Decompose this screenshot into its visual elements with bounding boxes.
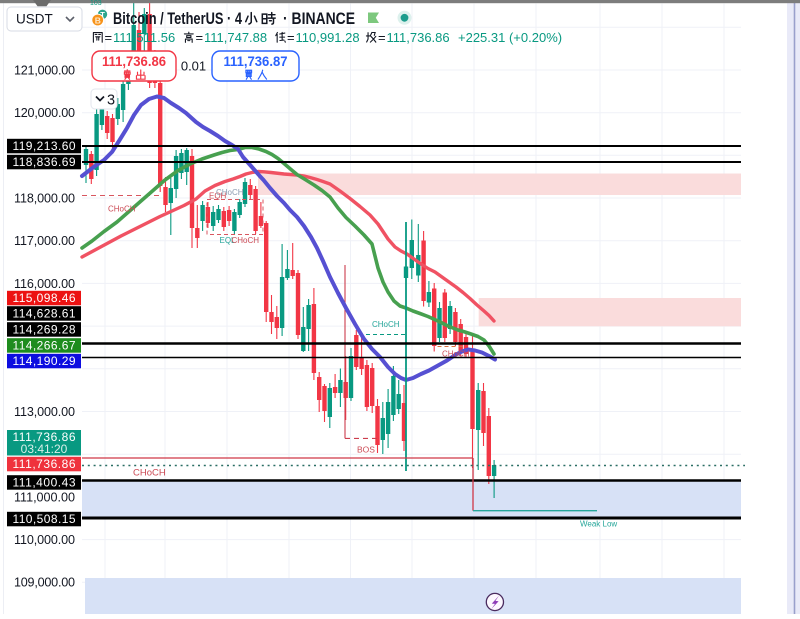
svg-text:EQH: EQH	[209, 192, 227, 201]
svg-text:3: 3	[107, 93, 115, 109]
svg-text:111,736.87: 111,736.87	[224, 54, 288, 69]
svg-text:CHoCH: CHoCH	[232, 236, 260, 245]
svg-text:B: B	[95, 15, 101, 25]
svg-text:USDT: USDT	[16, 12, 53, 27]
svg-text:117,000.00: 117,000.00	[14, 234, 75, 248]
svg-text:115,098.46: 115,098.46	[13, 291, 76, 305]
svg-text:Weak Low: Weak Low	[580, 520, 617, 529]
svg-text:116,000.00: 116,000.00	[14, 277, 75, 291]
svg-text:=: =	[287, 30, 295, 45]
svg-text:CHoCH: CHoCH	[216, 188, 244, 197]
svg-text:+225.31 (+0.20%): +225.31 (+0.20%)	[458, 30, 562, 45]
svg-text:120,000.00: 120,000.00	[14, 106, 75, 120]
svg-text:111,511.56: 111,511.56	[113, 30, 175, 45]
svg-text:0.01: 0.01	[181, 59, 206, 74]
svg-text:03:41:20: 03:41:20	[21, 442, 68, 456]
svg-text:BOS: BOS	[357, 445, 375, 455]
svg-text:111,400.43: 111,400.43	[13, 476, 76, 490]
svg-text:110,991.28: 110,991.28	[296, 30, 360, 45]
svg-text:114,190.29: 114,190.29	[13, 354, 76, 368]
svg-text:121,000.00: 121,000.00	[14, 63, 75, 77]
svg-text:111,000.00: 111,000.00	[14, 490, 75, 504]
svg-text:=: =	[196, 30, 204, 45]
svg-text:T: T	[100, 10, 105, 19]
svg-text:110,000.00: 110,000.00	[14, 533, 75, 547]
svg-text:118,000.00: 118,000.00	[14, 191, 75, 205]
svg-text:111,747.88: 111,747.88	[204, 30, 267, 45]
svg-text:111,736.86: 111,736.86	[387, 30, 450, 45]
svg-text:114,269.28: 114,269.28	[13, 323, 76, 337]
svg-text:111,736.86: 111,736.86	[13, 457, 76, 471]
svg-text:111,736.86: 111,736.86	[102, 54, 166, 69]
svg-text:103: 103	[90, 0, 102, 7]
svg-text:Bitcoin / TetherUS · 4: Bitcoin / TetherUS · 4	[113, 10, 243, 28]
svg-text:CHoCH: CHoCH	[108, 205, 136, 214]
svg-text:119,213.60: 119,213.60	[13, 139, 76, 153]
svg-text:110,508.15: 110,508.15	[13, 512, 76, 526]
svg-text:114,266.67: 114,266.67	[13, 339, 76, 353]
svg-text:CHoCH: CHoCH	[372, 320, 400, 329]
svg-text:118,836.69: 118,836.69	[13, 155, 76, 169]
svg-text:EQL: EQL	[220, 236, 237, 245]
svg-text:=: =	[105, 30, 113, 45]
svg-text:109,000.00: 109,000.00	[14, 576, 75, 590]
svg-text:CHoCH: CHoCH	[133, 468, 166, 479]
svg-text:=: =	[378, 30, 386, 45]
svg-text:111,736.86: 111,736.86	[13, 430, 76, 444]
svg-text:114,628.61: 114,628.61	[13, 307, 76, 321]
svg-text:CHoCH: CHoCH	[442, 350, 470, 359]
svg-text:· BINANCE: · BINANCE	[283, 10, 355, 28]
svg-text:113,000.00: 113,000.00	[14, 405, 75, 419]
